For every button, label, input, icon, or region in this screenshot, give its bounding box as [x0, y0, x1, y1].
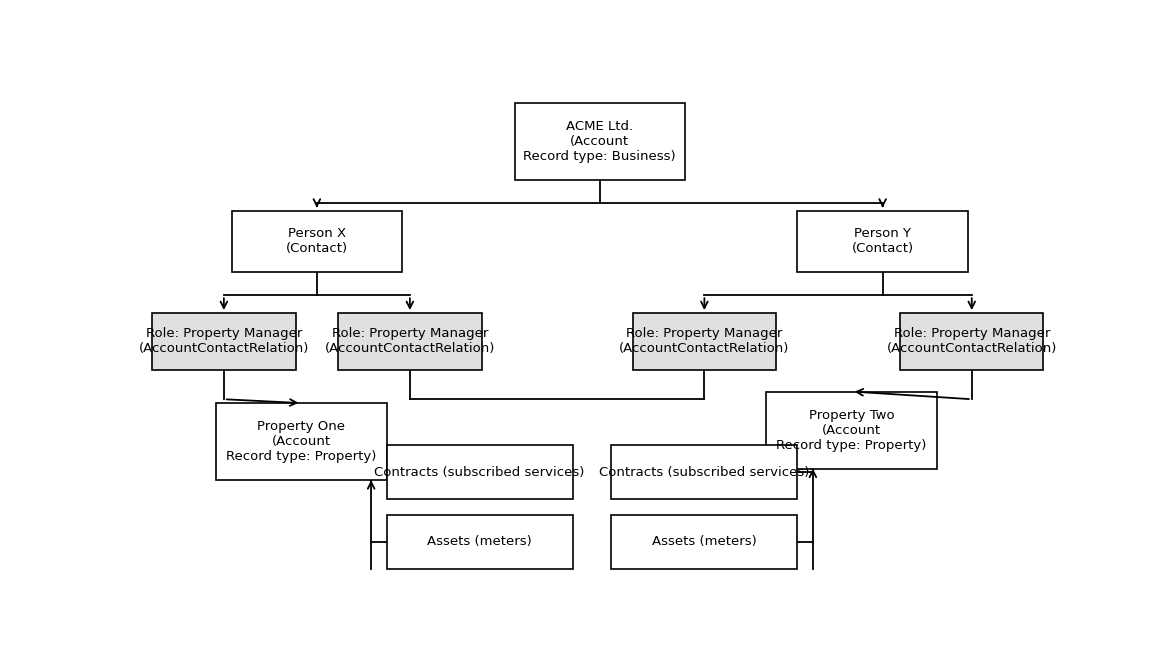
FancyBboxPatch shape — [766, 392, 937, 469]
Text: Contracts (subscribed services): Contracts (subscribed services) — [375, 466, 584, 479]
Text: Person X
(Contact): Person X (Contact) — [286, 227, 348, 256]
Text: Assets (meters): Assets (meters) — [427, 535, 532, 548]
Text: Role: Property Manager
(AccountContactRelation): Role: Property Manager (AccountContactRe… — [138, 327, 309, 355]
FancyBboxPatch shape — [611, 515, 797, 568]
FancyBboxPatch shape — [338, 313, 481, 371]
Text: ACME Ltd.
(Account
Record type: Business): ACME Ltd. (Account Record type: Business… — [523, 120, 676, 163]
FancyBboxPatch shape — [386, 446, 573, 499]
FancyBboxPatch shape — [152, 313, 295, 371]
Text: Role: Property Manager
(AccountContactRelation): Role: Property Manager (AccountContactRe… — [619, 327, 789, 355]
Text: Assets (meters): Assets (meters) — [652, 535, 756, 548]
FancyBboxPatch shape — [900, 313, 1043, 371]
Text: Role: Property Manager
(AccountContactRelation): Role: Property Manager (AccountContactRe… — [886, 327, 1057, 355]
FancyBboxPatch shape — [632, 313, 776, 371]
Text: Contracts (subscribed services): Contracts (subscribed services) — [600, 466, 809, 479]
Text: Property One
(Account
Record type: Property): Property One (Account Record type: Prope… — [226, 420, 377, 463]
FancyBboxPatch shape — [217, 403, 386, 480]
Text: Person Y
(Contact): Person Y (Contact) — [851, 227, 913, 256]
FancyBboxPatch shape — [611, 446, 797, 499]
Text: Role: Property Manager
(AccountContactRelation): Role: Property Manager (AccountContactRe… — [324, 327, 495, 355]
FancyBboxPatch shape — [797, 210, 968, 272]
FancyBboxPatch shape — [232, 210, 402, 272]
Text: Property Two
(Account
Record type: Property): Property Two (Account Record type: Prope… — [776, 408, 926, 452]
FancyBboxPatch shape — [514, 103, 685, 180]
FancyBboxPatch shape — [386, 515, 573, 568]
